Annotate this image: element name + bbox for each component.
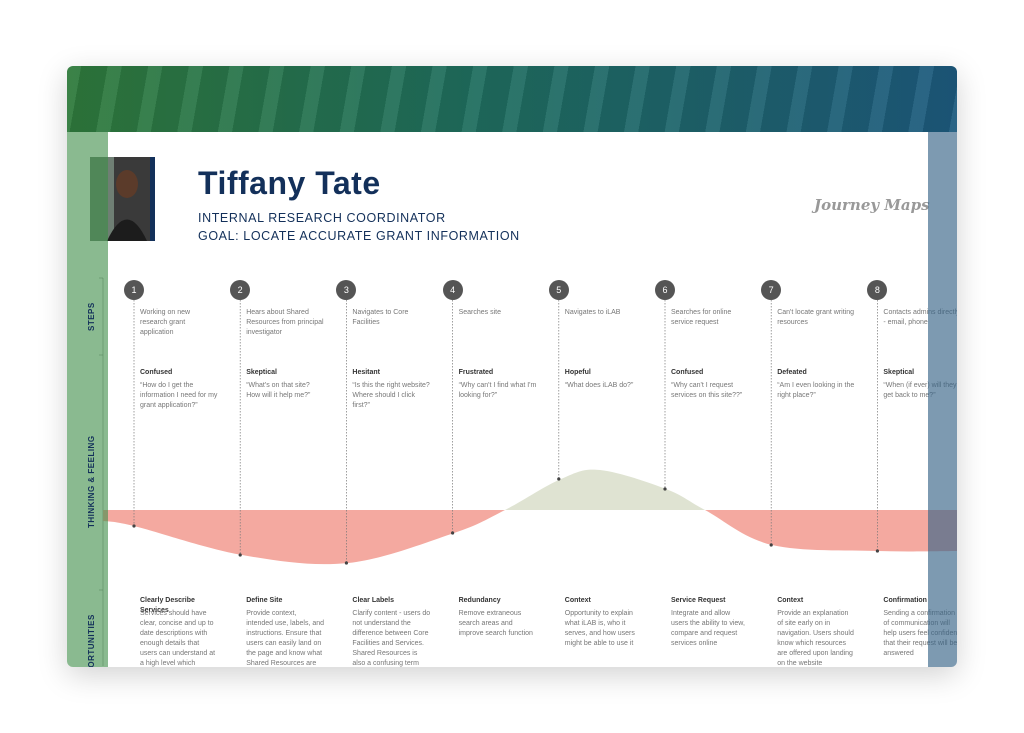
brand: Journey Maps xyxy=(814,196,930,214)
persona-role: INTERNAL RESEARCH COORDINATOR xyxy=(198,211,446,225)
step-feeling: Confused xyxy=(671,369,704,376)
step-number: 2 xyxy=(230,280,251,300)
photo-face xyxy=(116,170,138,198)
step-feeling: Confused xyxy=(140,369,173,376)
persona-name: Tiffany Tate xyxy=(198,165,381,201)
curve-point xyxy=(557,477,561,481)
step-number: 1 xyxy=(124,280,144,300)
curve-point xyxy=(875,549,880,553)
opportunity-title: Define Site xyxy=(246,597,283,604)
step-number: 5 xyxy=(548,280,569,300)
opportunity-detail: Clarify content - users do not understan… xyxy=(352,610,431,667)
step-action: Navigates to iLAB xyxy=(564,309,621,316)
step-feeling: Defeated xyxy=(777,369,807,376)
curve-point xyxy=(663,487,667,491)
opportunity-title: Confirmation xyxy=(883,597,927,604)
step-quote: “What does iLAB do?” xyxy=(564,382,634,389)
journey-chart xyxy=(90,157,957,666)
curve-point xyxy=(769,543,773,547)
section-label: THINKING & FEELING xyxy=(87,435,96,528)
photo-accent xyxy=(150,157,155,241)
step-quote: “Why can't I request services on this si… xyxy=(671,382,743,399)
step-feeling: Hopeful xyxy=(564,369,591,376)
step-quote: “When (if ever) will they get back to me… xyxy=(883,382,957,399)
header-band xyxy=(67,66,957,132)
emotion-negative xyxy=(103,510,957,565)
step-feeling: Skeptical xyxy=(883,369,915,376)
journey-card: Tiffany Tate INTERNAL RESEARCH COORDINAT… xyxy=(67,66,957,667)
step-action: Hears about Shared Resources from princi… xyxy=(246,309,324,336)
step-action: Searches for online service request xyxy=(671,309,732,326)
opportunity-title: Clearly Describe Services xyxy=(140,597,195,614)
persona-goal: GOAL: LOCATE ACCURATE GRANT INFORMATION xyxy=(198,229,520,243)
section-label: OPPORTUNITIES xyxy=(87,614,96,667)
step-action: Can't locate grant writing resources xyxy=(777,309,855,326)
opportunity-title: Context xyxy=(777,597,804,604)
opportunity-title: Clear Labels xyxy=(352,597,395,604)
step-feeling: Skeptical xyxy=(246,369,277,376)
section-label: STEPS xyxy=(87,302,96,331)
step-quote: “What's on that site? How will it help m… xyxy=(246,382,311,399)
step-quote: “Am I even looking in the right place?” xyxy=(777,382,855,399)
step-action: Contacts admins directly - email, phone xyxy=(883,309,957,326)
right-bar xyxy=(928,132,957,667)
opportunity-title: Service Request xyxy=(671,597,726,604)
step-action: Working on new research grant applicatio… xyxy=(140,309,191,336)
curve-point xyxy=(344,561,348,565)
opportunity-detail: Sending a confirmation of communication … xyxy=(883,610,957,657)
curve-point xyxy=(238,553,242,557)
step-number: 6 xyxy=(655,280,675,300)
curve-point xyxy=(451,531,455,535)
opportunity-detail: Provide context, intended use, labels, a… xyxy=(246,610,325,667)
step-feeling: Frustrated xyxy=(458,369,494,376)
opportunity-title: Context xyxy=(564,597,591,604)
opportunity-detail: Integrate and allow users the ability to… xyxy=(671,610,745,647)
curve-point xyxy=(132,524,136,528)
step-feeling: Hesitant xyxy=(352,369,381,376)
emotion-positive xyxy=(103,469,957,510)
opportunity-detail: Provide an explanation of site early on … xyxy=(777,610,854,667)
photo-body xyxy=(107,219,147,241)
step-quote: “How do I get the information I need for… xyxy=(140,382,218,409)
step-number: 3 xyxy=(336,280,357,300)
opportunity-title: Redundancy xyxy=(458,597,501,604)
step-quote: “Is this the right website? Where should… xyxy=(352,382,430,409)
step-number: 7 xyxy=(761,280,782,300)
step-action: Navigates to Core Facilities xyxy=(352,309,409,326)
step-action: Searches site xyxy=(458,309,502,316)
opportunity-detail: Services should have clear, concise and … xyxy=(140,610,216,667)
left-bar xyxy=(67,132,108,667)
opportunity-detail: Opportunity to explain what iLAB is, who… xyxy=(564,610,635,647)
step-number: 8 xyxy=(867,280,888,300)
step-quote: “Why can't I find what I'm looking for?” xyxy=(458,382,537,399)
opportunity-detail: Remove extraneous search areas and impro… xyxy=(458,610,533,637)
step-number: 4 xyxy=(442,280,463,300)
